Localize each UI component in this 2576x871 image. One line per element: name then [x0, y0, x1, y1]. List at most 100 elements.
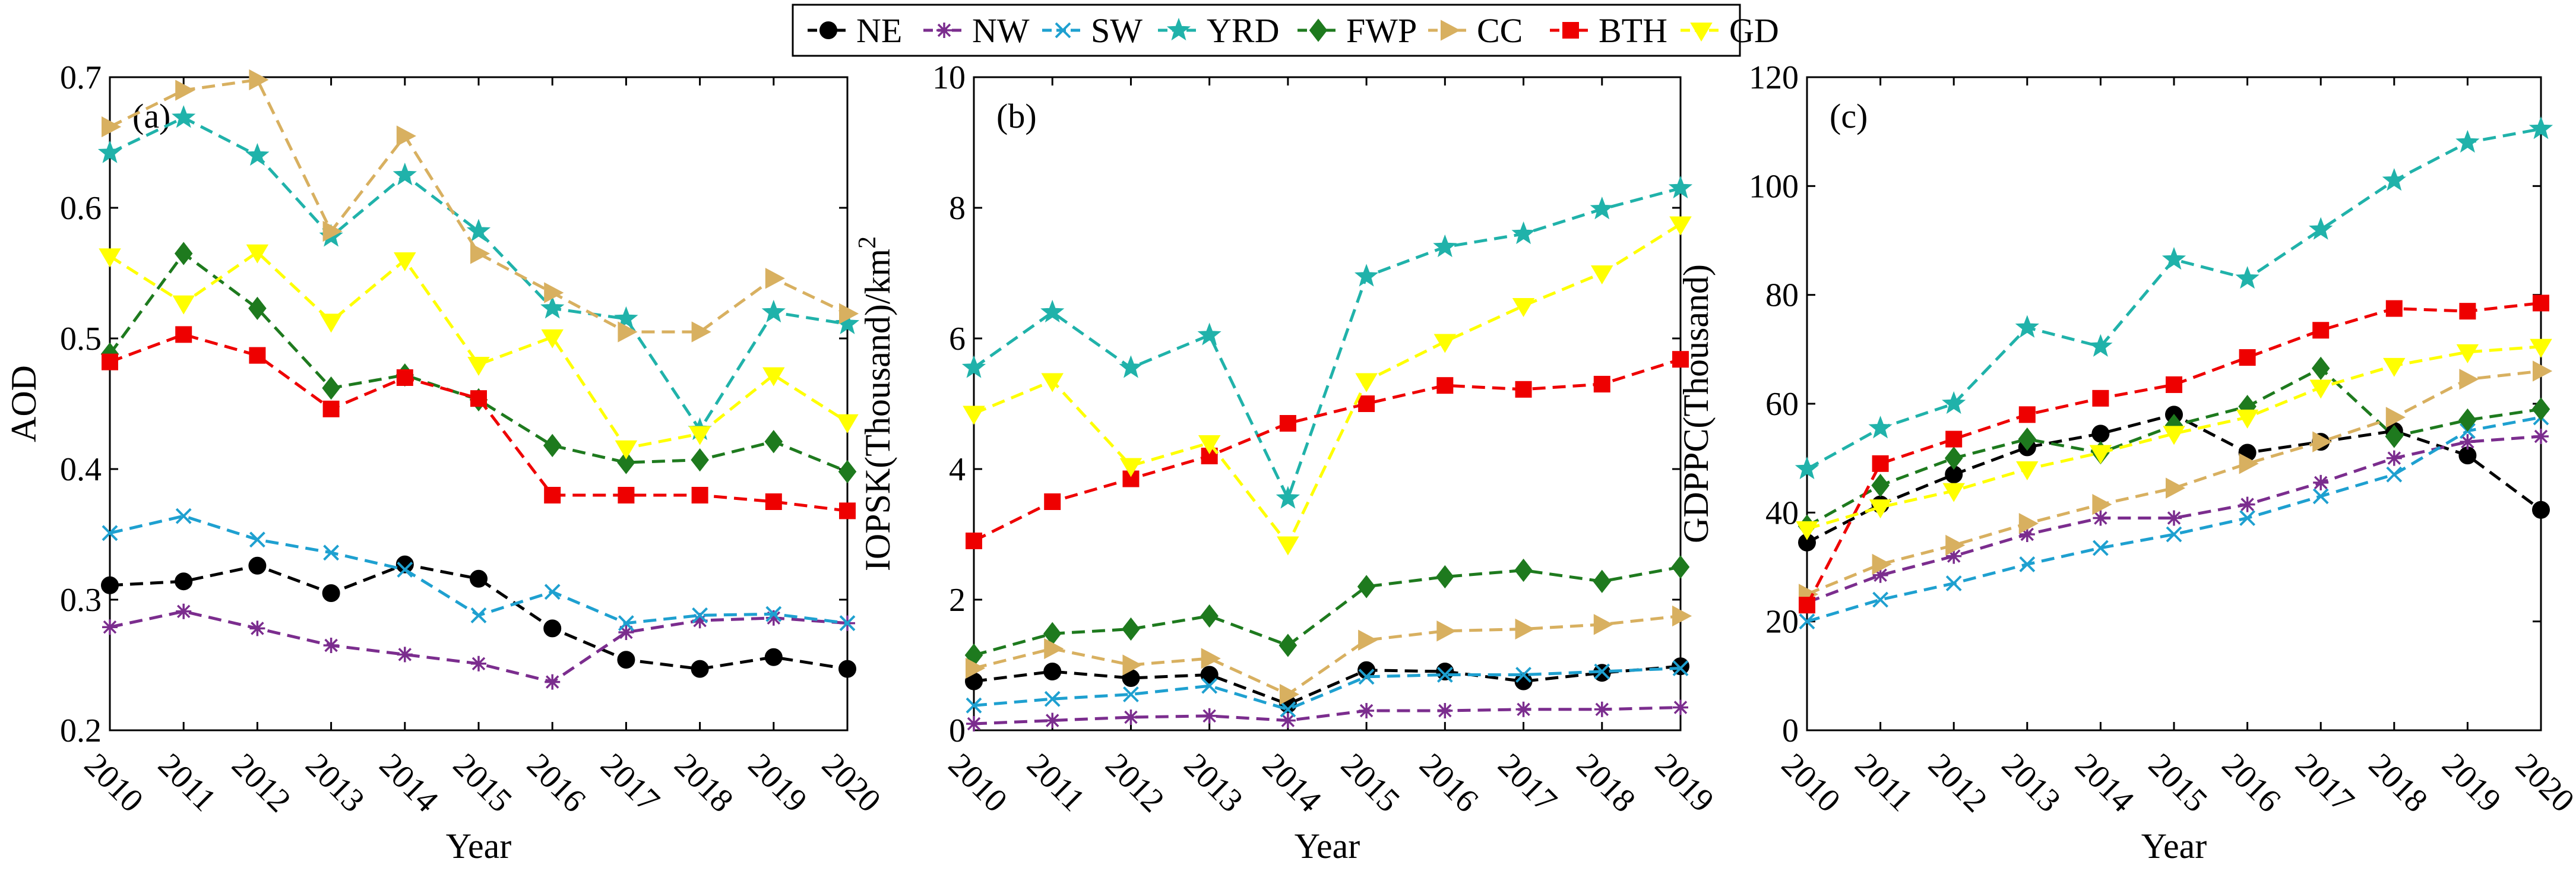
panel-b-series-fwp [964, 555, 1690, 667]
panel-c-point-nw [1946, 548, 1962, 564]
panel-c-point-cc [2533, 360, 2553, 382]
panel-c-point-bth [2018, 406, 2036, 423]
panel-a-tag: (a) [132, 97, 170, 135]
panel-a-point-nw [102, 619, 118, 635]
panel-b-point-ne [1672, 657, 1689, 676]
panel-b-point-bth [1044, 493, 1061, 510]
panel-c-point-gd [2309, 379, 2332, 399]
panel-a-point-sw [618, 615, 634, 632]
panel-b-point-sw [1123, 686, 1139, 702]
panel-c-point-gd [2456, 344, 2479, 363]
legend-item-yrd: YRD [1158, 11, 1279, 50]
panel-c-ytick-label: 100 [1749, 168, 1799, 205]
panel-b-series-yrd [961, 175, 1693, 509]
panel-c-point-cc [2459, 369, 2479, 390]
panel-c-point-nw [1872, 567, 1888, 583]
legend-marker-gd [1690, 23, 1713, 42]
panel-b-point-fwp [1200, 604, 1219, 628]
panel-b-point-sw [1201, 677, 1218, 694]
panel-a-point-nw [692, 613, 708, 629]
legend-label-ne: NE [856, 11, 902, 50]
panel-a-point-ne [248, 556, 267, 575]
panel-a-ytick-label: 0.5 [60, 321, 102, 357]
panel-b-point-nw [966, 716, 982, 731]
panel-a-point-sw [175, 508, 192, 524]
panel-a-series-bth [102, 326, 856, 520]
panel-a-point-yrd [466, 218, 491, 242]
panel-c-point-fwp [2385, 425, 2404, 448]
panel-c-point-fwp [2018, 427, 2037, 451]
legend-marker-bth [1562, 22, 1579, 39]
panel-a-point-fwp [838, 460, 857, 484]
panel-c-xtick-label: 2011 [1848, 746, 1920, 819]
panel-a-ytick-label: 0.6 [60, 190, 102, 227]
panel-c-tag: (c) [1830, 97, 1868, 135]
panel-a-xtick-label: 2013 [299, 746, 372, 819]
panel-c-point-gd [2383, 357, 2406, 377]
panel-c-point-gd [1869, 499, 1892, 519]
panel-a-point-ne [764, 648, 783, 666]
panel-a-point-sw [470, 607, 487, 623]
panel-c-axes-frame [1806, 76, 2542, 731]
panel-c-point-sw [2386, 466, 2403, 483]
panel-a-point-nw [618, 625, 634, 640]
panel-a-point-ne [838, 660, 856, 678]
panel-a-series-cc [102, 69, 859, 343]
panel-a-point-gd [541, 329, 564, 349]
panel-a-point-cc [544, 282, 564, 303]
panel-b-point-gd [1591, 265, 1613, 284]
panel-a-line-yrd [109, 116, 848, 433]
panel-b-point-bth [1672, 351, 1689, 368]
panel-c-xtick-label: 2016 [2215, 746, 2288, 819]
panel-a-xtick-label: 2014 [372, 746, 445, 819]
panel-b-point-nw [1359, 703, 1375, 718]
panel-c-point-sw [2312, 488, 2329, 505]
panel-b-line-nw [973, 706, 1681, 726]
panel-a-point-nw [176, 603, 192, 619]
panel-b-series-nw [966, 699, 1688, 731]
panel-a-point-gd [688, 426, 711, 445]
panel-c-point-yrd [2162, 246, 2186, 270]
panel-c-point-bth [2092, 389, 2109, 407]
panel-b-point-gd [1119, 458, 1143, 477]
panel-c-point-nw [2313, 474, 2329, 490]
panel-c-series-nw [1799, 429, 2549, 610]
panel-c-point-sw [2166, 526, 2182, 543]
panel-b-point-cc [1672, 605, 1692, 627]
panel-a-point-bth [544, 487, 561, 503]
panel-b-point-nw [1280, 712, 1296, 729]
panel-b-ylabel: IOPSK(Thousand)/km2 [854, 236, 897, 571]
legend-marker-yrd [1166, 17, 1191, 41]
panel-a-ylabel: AOD [4, 365, 43, 442]
panel-a-point-fwp [322, 376, 340, 400]
panel-a-point-ne [543, 619, 562, 638]
panel-c-point-bth [2385, 300, 2403, 317]
legend-item-gd: GD [1681, 11, 1779, 50]
panel-c-xtick-label: 2018 [2362, 746, 2435, 819]
panel-c-point-yrd [2382, 168, 2406, 191]
panel-c-point-bth [2166, 376, 2182, 393]
panel-c-point-cc [1945, 534, 1966, 556]
panel-c-point-yrd [2235, 266, 2259, 289]
panel-a-xtick-label: 2018 [667, 746, 740, 819]
panel-a-point-nw [249, 620, 265, 636]
panel-c-line-gd [1806, 345, 2542, 531]
panel-c-point-yrd [2528, 116, 2553, 140]
legend-item-bth: BTH [1550, 11, 1667, 50]
panel-c-point-yrd [1795, 456, 1819, 480]
panel-a-point-cc [102, 116, 122, 138]
panel-c-point-gd [2530, 338, 2552, 358]
panel-b-point-sw [1358, 669, 1375, 685]
panel-c-point-nw [2460, 434, 2476, 450]
panel-a-point-cc [765, 268, 785, 289]
panel-c-point-bth [1872, 455, 1889, 472]
panel-a-point-ne [322, 584, 340, 602]
panel-b-point-fwp [1278, 634, 1298, 657]
panel-a-point-fwp [691, 448, 709, 472]
panel-b-point-gd [1433, 334, 1457, 353]
panel-b-xtick-label: 2010 [941, 746, 1014, 819]
panel-b-point-bth [1358, 395, 1375, 412]
panel-a-point-gd [615, 440, 638, 460]
panel-a-line-cc [109, 78, 849, 334]
panel-a-point-sw [102, 525, 118, 541]
